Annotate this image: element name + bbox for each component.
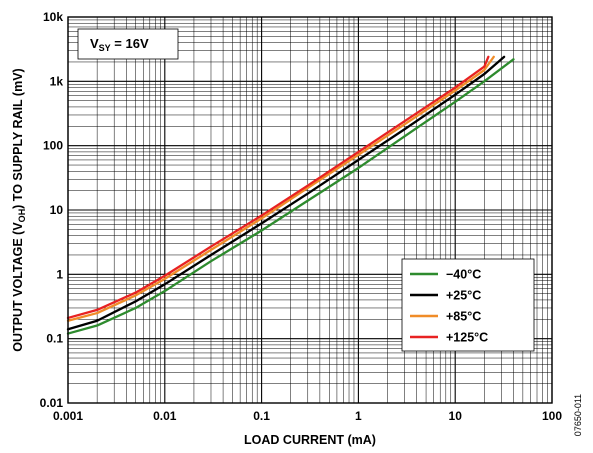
legend-label: +125°C	[446, 331, 488, 345]
supply-voltage-annotation: VSY = 16V	[77, 28, 179, 60]
y-tick-label: 10	[50, 203, 64, 217]
x-tick-label: 10	[449, 409, 463, 423]
annotation-sub: SY	[99, 43, 111, 53]
x-tick-label: 0.1	[253, 409, 270, 423]
y-tick-label: 1k	[50, 74, 64, 88]
y-tick-label: 100	[43, 139, 63, 153]
plot-frame	[67, 16, 553, 404]
series-line	[66, 55, 490, 320]
legend-label: +85°C	[446, 310, 481, 324]
y-tick-label: 0.1	[46, 332, 63, 346]
y-axis-title-suffix: ) TO SUPPLY RAIL (mV)	[11, 68, 25, 209]
y-tick-label: 0.01	[40, 396, 64, 410]
y-tick-label: 10k	[43, 10, 63, 24]
y-axis-title-prefix: OUTPUT VOLTAGE (V	[11, 222, 25, 352]
figure-id: 07650-011	[573, 394, 583, 436]
x-axis-title: LOAD CURRENT (mA)	[244, 433, 376, 447]
annotation-text: VSY = 16V	[90, 36, 149, 53]
y-axis-title-sub: OH	[17, 209, 27, 223]
series-line	[66, 58, 515, 335]
series-layer	[66, 55, 515, 335]
annotation-main: V	[90, 36, 99, 51]
legend-label: −40°C	[446, 268, 481, 282]
series-line	[66, 55, 506, 331]
x-tick-label: 100	[542, 409, 562, 423]
annotation-rest: = 16V	[111, 36, 149, 51]
x-tick-label: 0.01	[153, 409, 177, 423]
y-tick-label: 1	[56, 267, 63, 281]
legend-label: +25°C	[446, 289, 481, 303]
annotation-box	[77, 28, 179, 60]
legend: −40°C +25°C +85°C +125°C	[401, 258, 535, 352]
y-tick-labels: 0.01 0.1 1 10 100 1k 10k	[40, 10, 64, 410]
series-line	[66, 55, 495, 322]
y-axis-title: OUTPUT VOLTAGE (VOH) TO SUPPLY RAIL (mV)	[11, 68, 27, 351]
x-tick-labels: 0.001 0.01 0.1 1 10 100	[53, 409, 562, 423]
x-tick-label: 1	[355, 409, 362, 423]
x-tick-label: 0.001	[53, 409, 83, 423]
